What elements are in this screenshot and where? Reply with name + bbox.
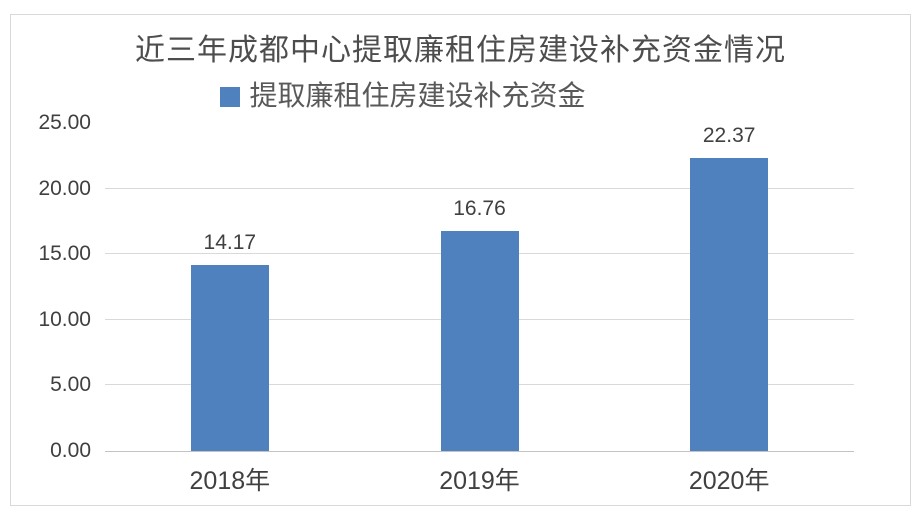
legend-marker-icon [219,87,240,107]
x-axis-label: 2020年 [688,467,770,495]
y-axis-tick-label: 5.00 [50,373,91,397]
y-axis-tick-label: 10.00 [38,307,91,331]
plot-area: 14.17 16.76 22.37 [105,123,854,452]
y-axis-tick-label: 0.00 [50,439,91,462]
bar-value-label: 22.37 [702,123,756,147]
chart-title: 近三年成都中心提取廉租住房建设补充资金情况 [135,34,786,67]
legend: 提取廉租住房建设补充资金 [219,81,586,112]
gridline [105,187,854,189]
legend-label: 提取廉租住房建设补充资金 [249,81,586,112]
x-axis-label: 2018年 [189,467,271,495]
y-axis-tick-label: 20.00 [38,176,91,200]
x-axis-label: 2019年 [439,467,520,495]
bar-value-label: 16.76 [453,197,506,221]
y-axis-tick-label: 25.00 [38,111,91,134]
bar [690,157,769,451]
chart-frame: 近三年成都中心提取廉租住房建设补充资金情况 提取廉租住房建设补充资金 0.00 5… [10,14,911,506]
bar [440,231,519,451]
y-axis-tick-label: 15.00 [38,242,91,266]
bar-value-label: 14.17 [203,231,257,255]
x-axis-line [105,450,854,452]
bar [190,265,269,451]
